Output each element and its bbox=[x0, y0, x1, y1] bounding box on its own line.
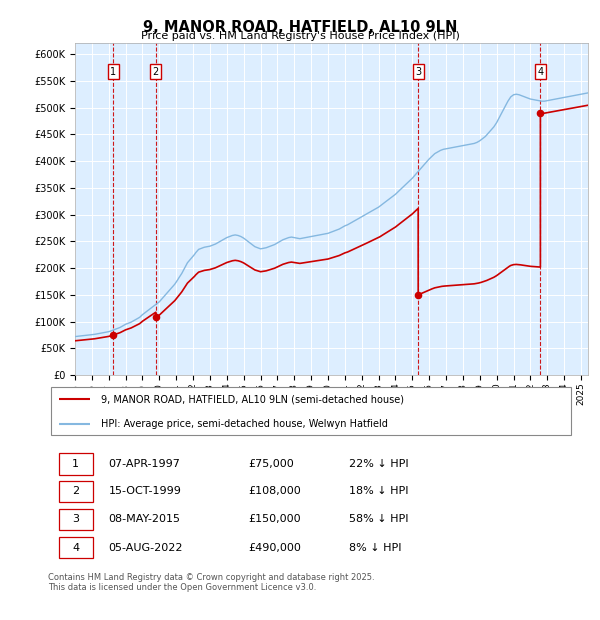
Text: £490,000: £490,000 bbox=[248, 542, 302, 552]
Text: 9, MANOR ROAD, HATFIELD, AL10 9LN: 9, MANOR ROAD, HATFIELD, AL10 9LN bbox=[143, 20, 457, 35]
FancyBboxPatch shape bbox=[59, 480, 93, 502]
Text: 58% ↓ HPI: 58% ↓ HPI bbox=[349, 515, 409, 525]
Text: 3: 3 bbox=[72, 515, 79, 525]
Text: Contains HM Land Registry data © Crown copyright and database right 2025.
This d: Contains HM Land Registry data © Crown c… bbox=[48, 573, 374, 592]
FancyBboxPatch shape bbox=[50, 386, 571, 435]
Point bbox=[151, 312, 161, 322]
Text: 8% ↓ HPI: 8% ↓ HPI bbox=[349, 542, 401, 552]
Text: 18% ↓ HPI: 18% ↓ HPI bbox=[349, 486, 409, 496]
Text: 2: 2 bbox=[72, 486, 79, 496]
Point bbox=[413, 290, 423, 300]
Text: 1: 1 bbox=[72, 459, 79, 469]
Text: 9, MANOR ROAD, HATFIELD, AL10 9LN (semi-detached house): 9, MANOR ROAD, HATFIELD, AL10 9LN (semi-… bbox=[101, 394, 404, 404]
Text: 08-MAY-2015: 08-MAY-2015 bbox=[109, 515, 181, 525]
FancyBboxPatch shape bbox=[59, 453, 93, 475]
Text: £75,000: £75,000 bbox=[248, 459, 295, 469]
Text: 2: 2 bbox=[152, 66, 159, 77]
Text: HPI: Average price, semi-detached house, Welwyn Hatfield: HPI: Average price, semi-detached house,… bbox=[101, 419, 388, 429]
FancyBboxPatch shape bbox=[59, 509, 93, 530]
Text: 4: 4 bbox=[72, 542, 79, 552]
Text: 4: 4 bbox=[538, 66, 544, 77]
FancyBboxPatch shape bbox=[59, 537, 93, 558]
Text: 15-OCT-1999: 15-OCT-1999 bbox=[109, 486, 182, 496]
Text: 1: 1 bbox=[110, 66, 116, 77]
Text: 07-APR-1997: 07-APR-1997 bbox=[109, 459, 181, 469]
Point bbox=[536, 108, 545, 118]
Text: 3: 3 bbox=[415, 66, 421, 77]
Text: 22% ↓ HPI: 22% ↓ HPI bbox=[349, 459, 409, 469]
Text: £150,000: £150,000 bbox=[248, 515, 301, 525]
Text: Price paid vs. HM Land Registry's House Price Index (HPI): Price paid vs. HM Land Registry's House … bbox=[140, 31, 460, 41]
Point bbox=[109, 330, 118, 340]
Text: £108,000: £108,000 bbox=[248, 486, 301, 496]
Text: 05-AUG-2022: 05-AUG-2022 bbox=[109, 542, 183, 552]
